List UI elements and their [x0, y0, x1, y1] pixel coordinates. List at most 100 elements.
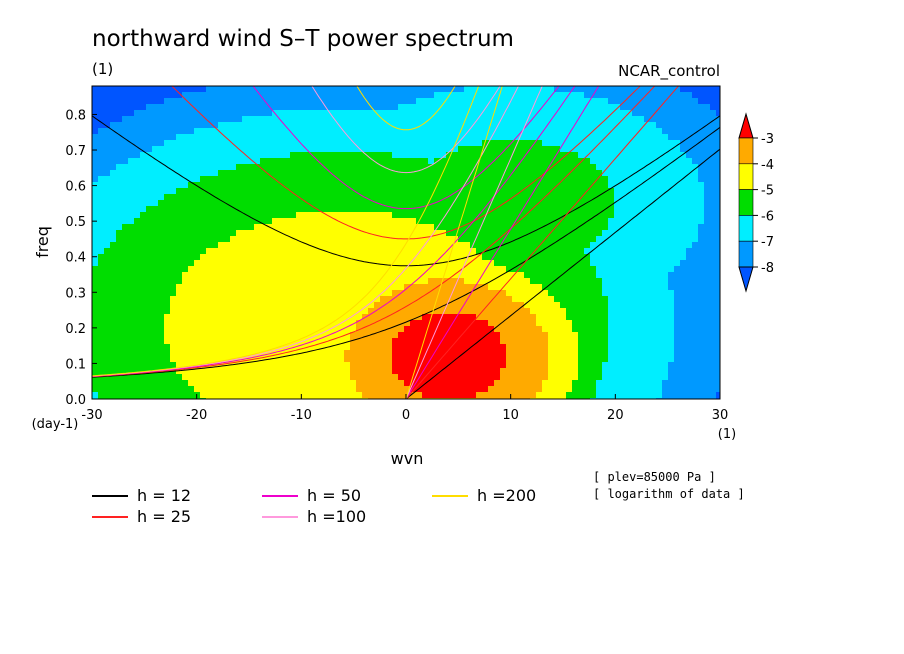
heatmap-cell [380, 290, 387, 297]
heatmap-cell [188, 326, 195, 333]
heatmap-cell [476, 110, 483, 117]
heatmap-cell [476, 296, 483, 303]
heatmap-cell [416, 350, 423, 357]
heatmap-cell [554, 242, 561, 249]
heatmap-cell [140, 236, 147, 243]
heatmap-cell [332, 362, 339, 369]
heatmap-cell [554, 176, 561, 183]
heatmap-cell [392, 116, 399, 123]
heatmap-cell [296, 302, 303, 309]
heatmap-cell [614, 140, 621, 147]
heatmap-cell [176, 104, 183, 111]
heatmap-cell [266, 302, 273, 309]
heatmap-cell [482, 152, 489, 159]
heatmap-cell [236, 218, 243, 225]
heatmap-cell [176, 122, 183, 129]
heatmap-cell [584, 290, 591, 297]
heatmap-cell [110, 152, 117, 159]
heatmap-cell [548, 314, 555, 321]
heatmap-cell [572, 326, 579, 333]
heatmap-cell [344, 242, 351, 249]
heatmap-cell [308, 320, 315, 327]
heatmap-cell [104, 344, 111, 351]
heatmap-cell [260, 194, 267, 201]
heatmap-cell [410, 308, 417, 315]
heatmap-cell [440, 164, 447, 171]
heatmap-cell [620, 350, 627, 357]
heatmap-cell [344, 224, 351, 231]
heatmap-cell [500, 338, 507, 345]
heatmap-cell [206, 104, 213, 111]
heatmap-cell [260, 314, 267, 321]
heatmap-cell [476, 194, 483, 201]
heatmap-cell [434, 326, 441, 333]
heatmap-cell [152, 92, 159, 99]
heatmap-cell [488, 164, 495, 171]
heatmap-cell [278, 218, 285, 225]
heatmap-cell [104, 116, 111, 123]
heatmap-cell [656, 92, 663, 99]
heatmap-cell [416, 236, 423, 243]
heatmap-cell [356, 116, 363, 123]
heatmap-cell [146, 224, 153, 231]
heatmap-cell [392, 380, 399, 387]
heatmap-cell [254, 212, 261, 219]
heatmap-cell [452, 122, 459, 129]
heatmap-cell [350, 278, 357, 285]
heatmap-cell [500, 152, 507, 159]
heatmap-cell [170, 158, 177, 165]
heatmap-cell [206, 266, 213, 273]
heatmap-cell [392, 236, 399, 243]
heatmap-cell [164, 302, 171, 309]
heatmap-cell [128, 122, 135, 129]
heatmap-cell [368, 194, 375, 201]
heatmap-cell [644, 200, 651, 207]
heatmap-cell [110, 284, 117, 291]
heatmap-cell [608, 194, 615, 201]
heatmap-cell [632, 338, 639, 345]
heatmap-cell [140, 356, 147, 363]
heatmap-cell [266, 260, 273, 267]
heatmap-cell [512, 110, 519, 117]
heatmap-cell [326, 386, 333, 393]
heatmap-cell [572, 146, 579, 153]
heatmap-cell [290, 182, 297, 189]
heatmap-cell [632, 230, 639, 237]
heatmap-cell [566, 164, 573, 171]
heatmap-cell [506, 362, 513, 369]
heatmap-cell [218, 158, 225, 165]
heatmap-cell [482, 266, 489, 273]
heatmap-cell [482, 278, 489, 285]
heatmap-cell [338, 266, 345, 273]
heatmap-cell [194, 224, 201, 231]
heatmap-cell [176, 188, 183, 195]
heatmap-cell [218, 134, 225, 141]
heatmap-cell [344, 104, 351, 111]
heatmap-cell [488, 146, 495, 153]
heatmap-cell [380, 362, 387, 369]
heatmap-cell [152, 104, 159, 111]
heatmap-cell [236, 212, 243, 219]
heatmap-cell [218, 362, 225, 369]
heatmap-cell [590, 290, 597, 297]
heatmap-cell [584, 356, 591, 363]
heatmap-cell [602, 284, 609, 291]
heatmap-cell [164, 332, 171, 339]
heatmap-cell [452, 86, 459, 93]
heatmap-cell [230, 176, 237, 183]
heatmap-cell [626, 350, 633, 357]
heatmap-cell [500, 170, 507, 177]
heatmap-cell [434, 332, 441, 339]
heatmap-cell [608, 98, 615, 105]
heatmap-cell [224, 146, 231, 153]
heatmap-cell [152, 146, 159, 153]
heatmap-cell [170, 104, 177, 111]
heatmap-cell [146, 350, 153, 357]
heatmap-cell [158, 158, 165, 165]
heatmap-cell [578, 200, 585, 207]
heatmap-cell [596, 224, 603, 231]
heatmap-cell [158, 284, 165, 291]
heatmap-cell [92, 188, 99, 195]
heatmap-cell [302, 302, 309, 309]
heatmap-cell [602, 350, 609, 357]
